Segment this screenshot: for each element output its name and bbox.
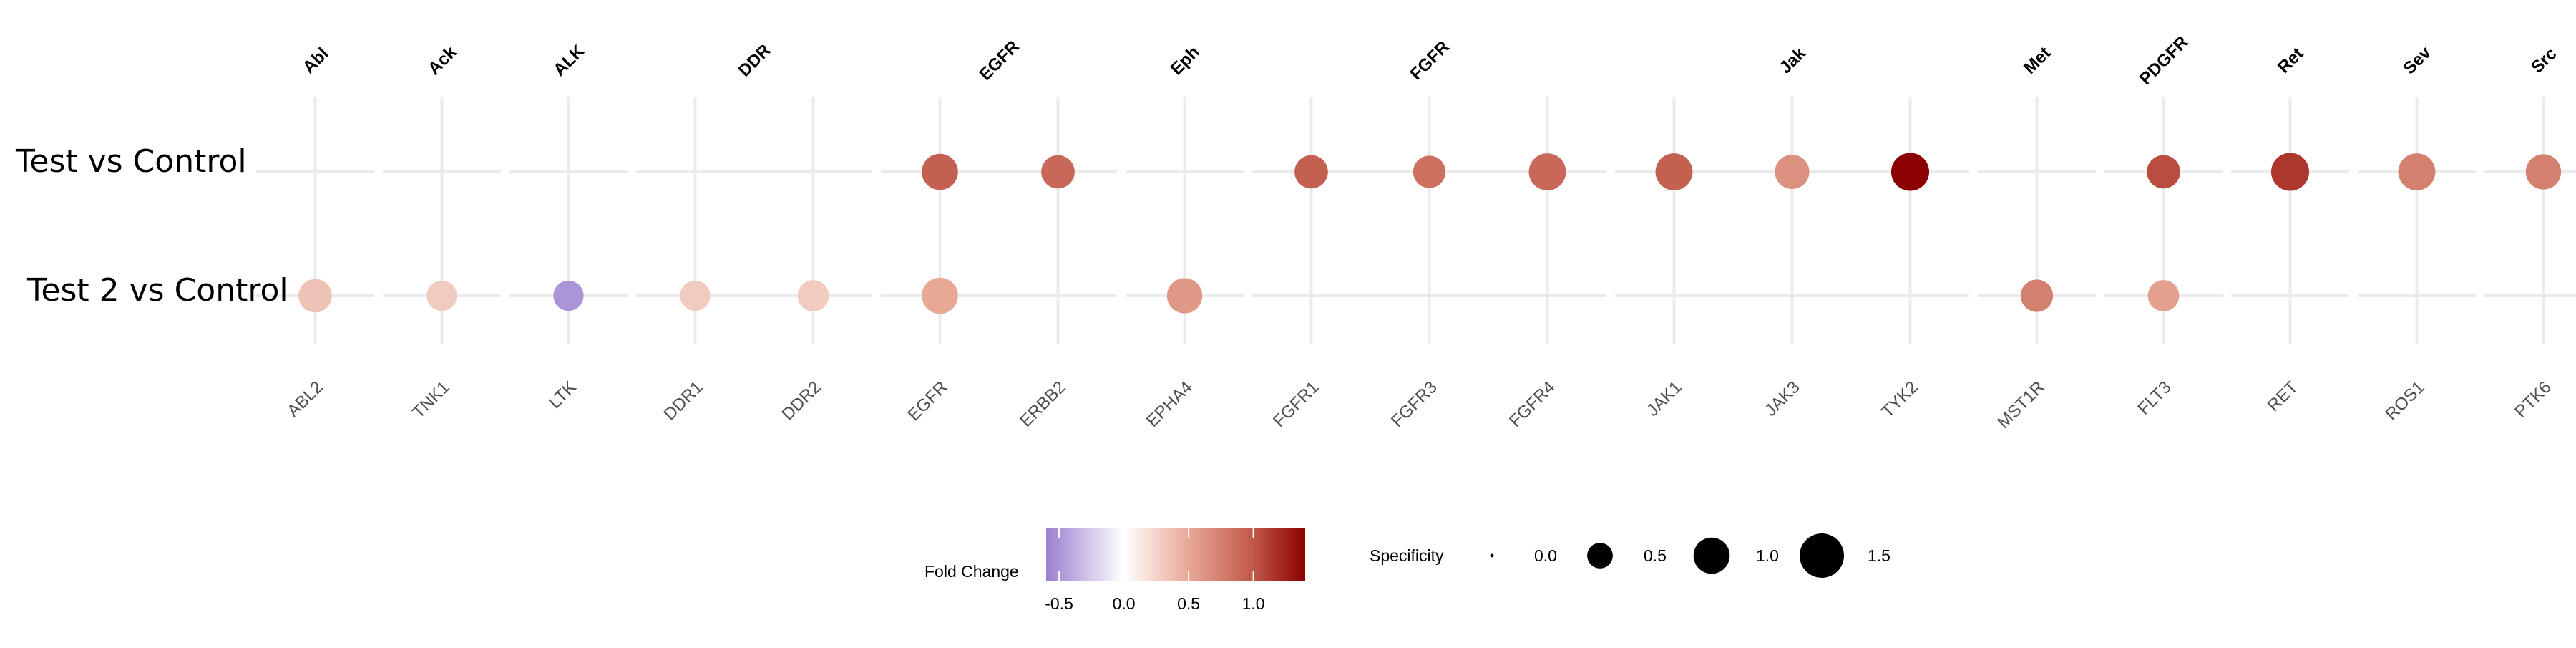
family-label-met: Met: [2020, 44, 2054, 78]
family-label-eph: Eph: [1167, 42, 1204, 79]
gene-label-ros1: ROS1: [2381, 377, 2428, 424]
data-point-fgfr3: [1413, 155, 1446, 188]
data-point-ltk: [553, 280, 584, 311]
data-point-ptk6: [2525, 154, 2562, 190]
size-legend-items: 0.0 0.5 1.0 1.5: [1490, 533, 1890, 578]
family-label-egfr: EGFR: [976, 37, 1023, 84]
size-legend-dot: [1490, 553, 1494, 558]
gene-label-jak3: JAK3: [1761, 377, 1804, 420]
gene-label-ddr2: DDR2: [778, 377, 824, 424]
gene-label-ret: RET: [2264, 377, 2302, 415]
size-legend-title: Specificity: [1370, 546, 1444, 565]
gene-label-fgfr1: FGFR1: [1269, 377, 1323, 431]
gene-label-tnk1: TNK1: [409, 377, 453, 422]
family-label-sev: Sev: [2400, 43, 2436, 79]
data-point-flt3: [2147, 155, 2180, 189]
size-legend-dot: [1800, 533, 1844, 578]
gene-label-abl2: ABL2: [283, 377, 327, 421]
gene-label-erbb2: ERBB2: [1016, 377, 1070, 431]
size-legend-dot: [1693, 537, 1730, 574]
data-point-fgfr4: [1528, 153, 1566, 190]
data-point-epha4: [1166, 278, 1203, 314]
grid-lines: [256, 97, 2576, 344]
data-points: [298, 153, 2562, 314]
data-point-ros1: [2398, 153, 2436, 190]
data-point-egfr: [922, 277, 958, 314]
legends: Fold Change -0.5 0.0 0.5 1.0 Specificity 0.…: [924, 528, 1890, 613]
color-legend-tick-label: 0.5: [1177, 594, 1200, 613]
family-label-ddr: DDR: [735, 41, 775, 81]
family-label-src: Src: [2527, 44, 2560, 77]
color-legend-tick-label: -0.5: [1045, 594, 1073, 613]
data-point-egfr: [922, 153, 958, 190]
size-legend-label: 1.0: [1756, 546, 1779, 565]
row-labels: Test vs Control Test 2 vs Control: [15, 143, 288, 309]
gene-label-ptk6: PTK6: [2511, 377, 2555, 422]
gene-label-flt3: FLT3: [2134, 377, 2175, 418]
data-point-ddr1: [680, 280, 711, 311]
size-legend-label: 0.0: [1534, 546, 1557, 565]
data-point-tnk1: [426, 280, 457, 311]
gene-label-tyk2: TYK2: [1878, 377, 1922, 422]
color-legend-tick-label: 1.0: [1242, 594, 1265, 613]
family-label-fgfr: FGFR: [1407, 37, 1453, 84]
gene-label-ltk: LTK: [545, 377, 580, 412]
row-label: Test 2 vs Control: [26, 272, 288, 309]
size-legend-label: 0.5: [1644, 546, 1667, 565]
gene-label-epha4: EPHA4: [1143, 377, 1196, 431]
family-labels: Abl Ack ALK DDR EGFR Eph FGFR Jak Met PDGFR Ret Sev…: [299, 32, 2560, 88]
row-label: Test vs Control: [15, 143, 247, 180]
gene-label-ddr1: DDR1: [660, 377, 706, 424]
gene-label-fgfr4: FGFR4: [1506, 377, 1559, 431]
size-legend-dot: [1587, 543, 1613, 569]
data-point-abl2: [298, 279, 332, 313]
data-point-mst1r: [2020, 279, 2054, 312]
data-point-fgfr1: [1294, 155, 1328, 189]
gene-label-mst1r: MST1R: [1994, 377, 2049, 432]
family-label-ret: Ret: [2274, 44, 2307, 77]
family-label-jak: Jak: [1775, 44, 1810, 78]
family-label-ack: Ack: [424, 42, 461, 79]
family-label-abl: Abl: [299, 44, 332, 77]
gene-label-fgfr3: FGFR3: [1387, 377, 1441, 431]
color-legend-bar: [1046, 528, 1305, 581]
data-point-erbb2: [1041, 155, 1075, 189]
color-legend-ticks: -0.5 0.0 0.5 1.0: [1045, 528, 1265, 613]
gene-label-egfr: EGFR: [904, 377, 952, 425]
data-point-jak3: [1775, 154, 1810, 190]
gene-label-jak1: JAK1: [1643, 377, 1686, 420]
family-label-alk: ALK: [550, 41, 588, 79]
data-point-flt3: [2147, 280, 2180, 311]
data-point-ret: [2270, 153, 2310, 191]
data-point-tyk2: [1890, 153, 1930, 191]
family-label-pdgfr: PDGFR: [2136, 32, 2192, 88]
size-legend-label: 1.5: [1868, 546, 1890, 565]
gene-labels: ABL2 TNK1 LTK DDR1 DDR2 EGFR ERBB2 EPHA4 FGFR1 FG…: [283, 377, 2555, 432]
data-point-ddr2: [797, 280, 829, 311]
color-legend-title: Fold Change: [924, 562, 1019, 581]
data-point-jak1: [1655, 153, 1693, 190]
color-legend-tick-label: 0.0: [1113, 594, 1136, 613]
